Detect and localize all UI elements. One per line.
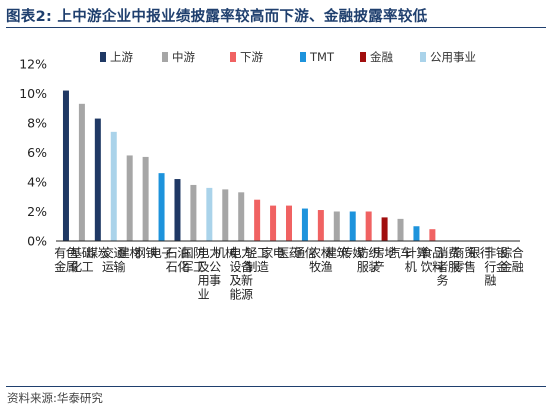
x-category-label: 电力设备及新能源 [229,246,253,301]
legend-swatch [162,52,168,62]
x-category-label: 家电 [261,245,285,260]
x-category-label: 银行 [468,246,492,260]
bar [286,205,292,241]
y-tick-label: 0% [27,234,47,249]
bar [78,103,85,241]
bar [206,187,213,241]
bar [349,211,356,241]
bar [190,184,197,241]
y-tick-label: 8% [27,116,47,131]
legend-swatch [300,52,306,62]
legend-swatch [420,52,426,62]
source-note: 资料来源:华泰研究 [7,391,103,405]
x-category-label: 有色金属 [54,246,78,274]
bar [142,156,149,241]
y-tick-label: 2% [27,204,47,219]
source-divider [6,386,546,387]
x-category-label: 商贸零售 [452,245,476,274]
x-category-label: 纺织服装 [357,246,381,274]
y-tick-label: 4% [27,175,47,190]
x-category-label: 医药 [277,246,301,260]
x-category-label: 计算机 [405,245,429,274]
chart-legend: 上游 中游 下游 TMT 金融 公用事业 [100,50,476,64]
bar [62,90,69,241]
x-axis-category-labels: 有色金属基础化工煤炭交通运输建材钢铁电子石油石化国防军工电力及公用事业机械电力设… [54,245,524,301]
bar [397,218,404,242]
x-category-label: 建筑 [325,245,349,260]
x-category-label: 电力及公用事业 [198,246,222,301]
y-tick-label: 10% [19,86,47,101]
x-category-label: 综合金融 [500,245,524,274]
bar [254,199,261,241]
x-category-label: 传媒 [341,245,365,260]
legend-swatch [230,52,236,62]
x-category-label: 农林牧渔 [309,246,333,274]
x-category-label: 基础化工 [70,246,94,274]
legend-label: 上游 [110,50,133,64]
bar [301,208,308,241]
x-category-label: 建材 [118,246,142,260]
bar [413,226,420,241]
bar [317,210,324,241]
y-tick-label: 12% [19,57,47,72]
x-category-label: 钢铁 [134,246,158,260]
bar [365,211,372,241]
bar [158,173,165,241]
x-category-label: 石油石化 [166,246,190,274]
x-category-label: 交通运输 [102,245,126,274]
bar [333,211,340,241]
x-category-label: 轻工制造 [245,246,269,274]
x-category-label: 国防军工 [182,245,206,274]
bar [110,131,117,241]
bar [270,205,277,241]
legend-label: TMT [309,50,335,64]
legend-label: 公用事业 [430,50,476,64]
legend-label: 下游 [240,50,263,64]
title-divider [6,27,546,28]
legend-label: 金融 [370,50,393,64]
x-category-label: 消费者服务 [437,246,461,288]
y-tick-label: 6% [27,145,47,160]
legend-label: 中游 [172,50,195,64]
x-category-label: 通信 [293,246,317,260]
x-category-label: 非银行金融 [484,246,508,288]
bar-chart: 上游 中游 下游 TMT 金融 公用事业 0% 2% 4% 6% 8% 10% 12% 有色金属基础化… [19,50,524,301]
bar [429,229,436,241]
bar [94,118,101,241]
legend-swatch [100,52,106,62]
y-axis-ticks: 0% 2% 4% 6% 8% 10% 12% [19,57,47,249]
bar [381,217,388,241]
bar [238,192,245,241]
bar [174,179,181,241]
bar [126,155,133,241]
x-category-label: 电子 [150,246,174,260]
x-category-label: 食品饮料 [421,245,445,274]
figure-title: 图表2: 上中游企业中报业绩披露率较高而下游、金融披露率较低 [6,9,428,25]
legend-swatch [360,52,366,62]
x-category-label: 汽车 [389,245,413,260]
bar-series [62,90,436,242]
x-category-label: 房地产 [373,245,397,274]
bar [222,189,229,242]
x-category-label: 煤炭 [86,246,110,260]
x-category-label: 机械 [214,245,238,260]
